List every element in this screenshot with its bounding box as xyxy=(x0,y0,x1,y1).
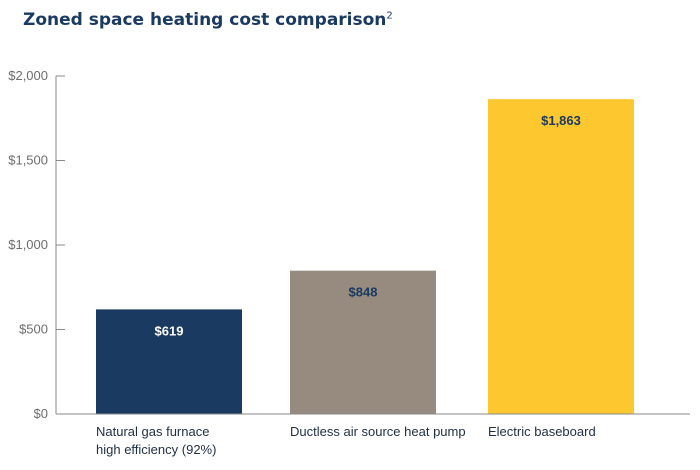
chart-title-text: Zoned space heating cost comparison xyxy=(23,10,387,30)
data-label: $1,863 xyxy=(541,113,581,128)
x-category-label: Electric baseboard xyxy=(488,424,596,439)
chart-title-footnote: 2 xyxy=(386,10,393,22)
bars: $619 $848 $1,863 xyxy=(96,99,634,414)
y-tick-label: $500 xyxy=(19,322,48,337)
y-tick-label: $1,000 xyxy=(8,237,48,252)
x-category-label: Ductless air source heat pump xyxy=(290,424,466,439)
data-label: $619 xyxy=(155,323,184,338)
y-tick-label: $2,000 xyxy=(8,68,48,83)
x-category-label: Natural gas furnace xyxy=(96,424,209,439)
x-category-label: high efficiency (92%) xyxy=(96,442,216,457)
bar xyxy=(488,99,634,414)
y-tick-label: $0 xyxy=(34,406,48,421)
bar xyxy=(96,309,242,414)
data-label: $848 xyxy=(349,285,378,300)
y-tick-label: $1,500 xyxy=(8,153,48,168)
chart-title: Zoned space heating cost comparison2 xyxy=(23,10,393,30)
x-axis: Natural gas furnace high efficiency (92%)… xyxy=(56,413,690,457)
bar xyxy=(290,270,436,414)
y-axis: $0 $500 $1,000 $1,500 $2,000 xyxy=(8,68,65,421)
